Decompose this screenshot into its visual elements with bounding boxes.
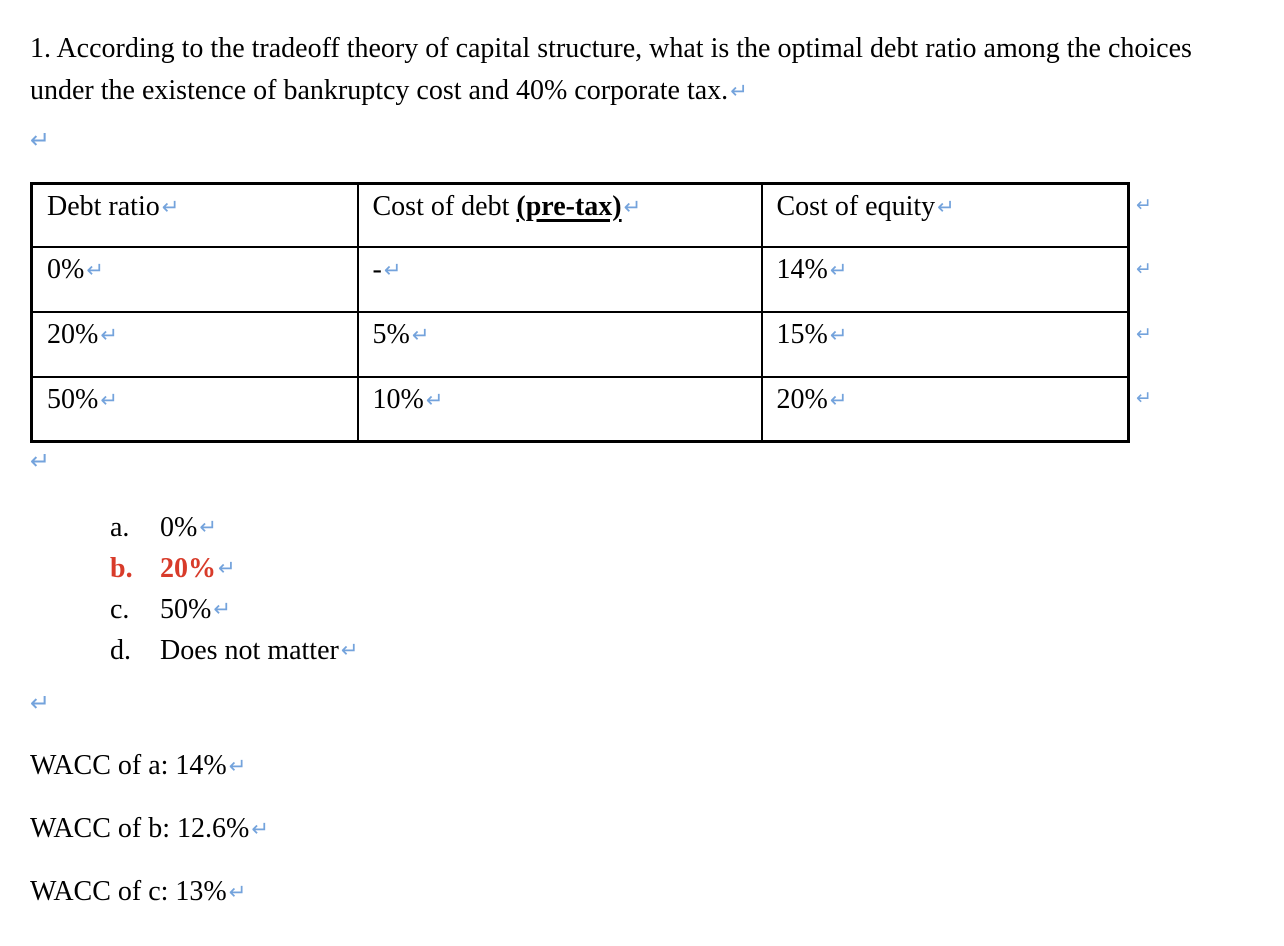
cell-end-mark-icon: ↵ xyxy=(100,322,118,347)
row-end-mark-icon: ↵ xyxy=(1136,387,1152,409)
cell-debt-ratio: 0%↵ xyxy=(30,245,359,313)
cell-value: 20% xyxy=(776,383,828,415)
paragraph-mark-icon: ↵ xyxy=(30,126,51,154)
paragraph-mark-icon: ↵ xyxy=(251,817,269,841)
wacc-text: WACC of c: 13% xyxy=(30,876,227,907)
wacc-text: WACC of b: 12.6% xyxy=(30,813,250,844)
table-row: 0%↵ -↵ 14%↵ xyxy=(30,245,1130,313)
cell-end-mark-icon: ↵ xyxy=(829,387,848,412)
paragraph-mark-icon: ↵ xyxy=(30,447,51,475)
cell-end-mark-icon: ↵ xyxy=(383,257,402,282)
header-debt-ratio-label: Debt ratio xyxy=(47,191,160,222)
header-cost-of-equity-label: Cost of equity xyxy=(776,191,936,222)
wacc-line-a: WACC of a: 14%↵ xyxy=(30,745,1270,787)
header-cost-of-debt-label: Cost of debt xyxy=(372,191,517,222)
paragraph-mark-icon: ↵ xyxy=(730,79,748,103)
cell-end-mark-icon: ↵ xyxy=(411,322,430,347)
cell-end-mark-icon: ↵ xyxy=(86,257,104,282)
empty-paragraph: ↵ xyxy=(30,126,1270,160)
table-row: 20%↵ 5%↵ 15%↵ xyxy=(30,310,1130,378)
question-line-2: under the existence of bankruptcy cost a… xyxy=(30,70,1270,112)
choice-d: d. Does not matter ↵ xyxy=(110,630,1270,671)
empty-paragraph: ↵ xyxy=(30,447,1270,481)
table-row: 50%↵ 10%↵ 20%↵ xyxy=(30,375,1130,443)
choice-b-selected-answer: b. 20% ↵ xyxy=(110,548,1270,589)
paragraph-mark-icon: ↵ xyxy=(228,754,247,778)
cell-cost-of-equity: 15%↵ xyxy=(760,310,1130,378)
row-end-mark-icon: ↵ xyxy=(1136,323,1152,345)
choice-label: Does not matter xyxy=(160,635,339,666)
header-cost-of-equity: Cost of equity↵ xyxy=(760,182,1130,248)
cell-cost-of-equity: 14%↵ xyxy=(760,245,1130,313)
choice-letter: a. xyxy=(110,512,130,543)
table-header-row: Debt ratio↵ Cost of debt (pre-tax)↵ Cost… xyxy=(30,182,1130,248)
header-pretax-label: (pre-tax) xyxy=(516,191,622,222)
choice-label: 50% xyxy=(160,594,212,625)
cell-value: 14% xyxy=(776,253,828,285)
paragraph-mark-icon: ↵ xyxy=(228,880,247,904)
paragraph-mark-icon: ↵ xyxy=(30,689,51,717)
choice-label: 0% xyxy=(160,512,198,543)
wacc-line-b: WACC of b: 12.6%↵ xyxy=(30,808,1270,850)
wacc-line-c: WACC of c: 13%↵ xyxy=(30,871,1270,913)
cell-end-mark-icon: ↵ xyxy=(937,195,955,219)
paragraph-mark-icon: ↵ xyxy=(213,597,231,621)
paragraph-mark-icon: ↵ xyxy=(218,556,236,580)
choice-list: a. 0% ↵ b. 20% ↵ c. 50% ↵ d. Does not matter ↵ xyxy=(110,507,1270,671)
cell-end-mark-icon: ↵ xyxy=(829,257,848,282)
header-cost-of-debt: Cost of debt (pre-tax)↵ xyxy=(356,182,763,248)
cell-end-mark-icon: ↵ xyxy=(829,322,848,347)
cell-value: 15% xyxy=(776,318,828,350)
cell-value: 5% xyxy=(372,318,410,350)
row-end-mark-icon: ↵ xyxy=(1136,194,1152,216)
cell-end-mark-icon: ↵ xyxy=(425,387,444,412)
capital-structure-table: Debt ratio↵ Cost of debt (pre-tax)↵ Cost… xyxy=(30,182,1130,443)
cell-value: 20% xyxy=(47,318,99,350)
cell-cost-of-debt: 5%↵ xyxy=(356,310,763,378)
cell-value: 0% xyxy=(47,253,85,285)
cell-cost-of-equity: 20%↵ xyxy=(760,375,1130,443)
cell-end-mark-icon: ↵ xyxy=(100,387,118,412)
wacc-results: WACC of a: 14%↵ WACC of b: 12.6%↵ WACC o… xyxy=(30,745,1270,913)
cell-value: 50% xyxy=(47,383,99,415)
wacc-text: WACC of a: 14% xyxy=(30,750,227,781)
cell-debt-ratio: 20%↵ xyxy=(30,310,359,378)
cell-cost-of-debt: 10%↵ xyxy=(356,375,763,443)
capital-structure-table-wrapper: Debt ratio↵ Cost of debt (pre-tax)↵ Cost… xyxy=(30,182,1270,443)
paragraph-mark-icon: ↵ xyxy=(340,638,359,662)
cell-end-mark-icon: ↵ xyxy=(623,195,642,219)
empty-paragraph: ↵ xyxy=(30,689,1270,723)
question-text: 1. According to the tradeoff theory of c… xyxy=(30,28,1270,112)
cell-value: 10% xyxy=(372,383,424,415)
choice-letter: d. xyxy=(110,635,131,666)
choice-a: a. 0% ↵ xyxy=(110,507,1270,548)
question-line-2-text: under the existence of bankruptcy cost a… xyxy=(30,75,729,106)
choice-label: 20% xyxy=(160,553,216,584)
question-line-1: 1. According to the tradeoff theory of c… xyxy=(30,33,1192,64)
choice-c: c. 50% ↵ xyxy=(110,589,1270,630)
paragraph-mark-icon: ↵ xyxy=(199,515,217,539)
choice-letter: b. xyxy=(110,553,133,584)
row-end-mark-icon: ↵ xyxy=(1136,258,1152,280)
choice-letter: c. xyxy=(110,594,130,625)
cell-value: - xyxy=(372,253,382,285)
cell-end-mark-icon: ↵ xyxy=(161,195,180,219)
header-debt-ratio: Debt ratio↵ xyxy=(30,182,359,248)
cell-cost-of-debt: -↵ xyxy=(356,245,763,313)
cell-debt-ratio: 50%↵ xyxy=(30,375,359,443)
